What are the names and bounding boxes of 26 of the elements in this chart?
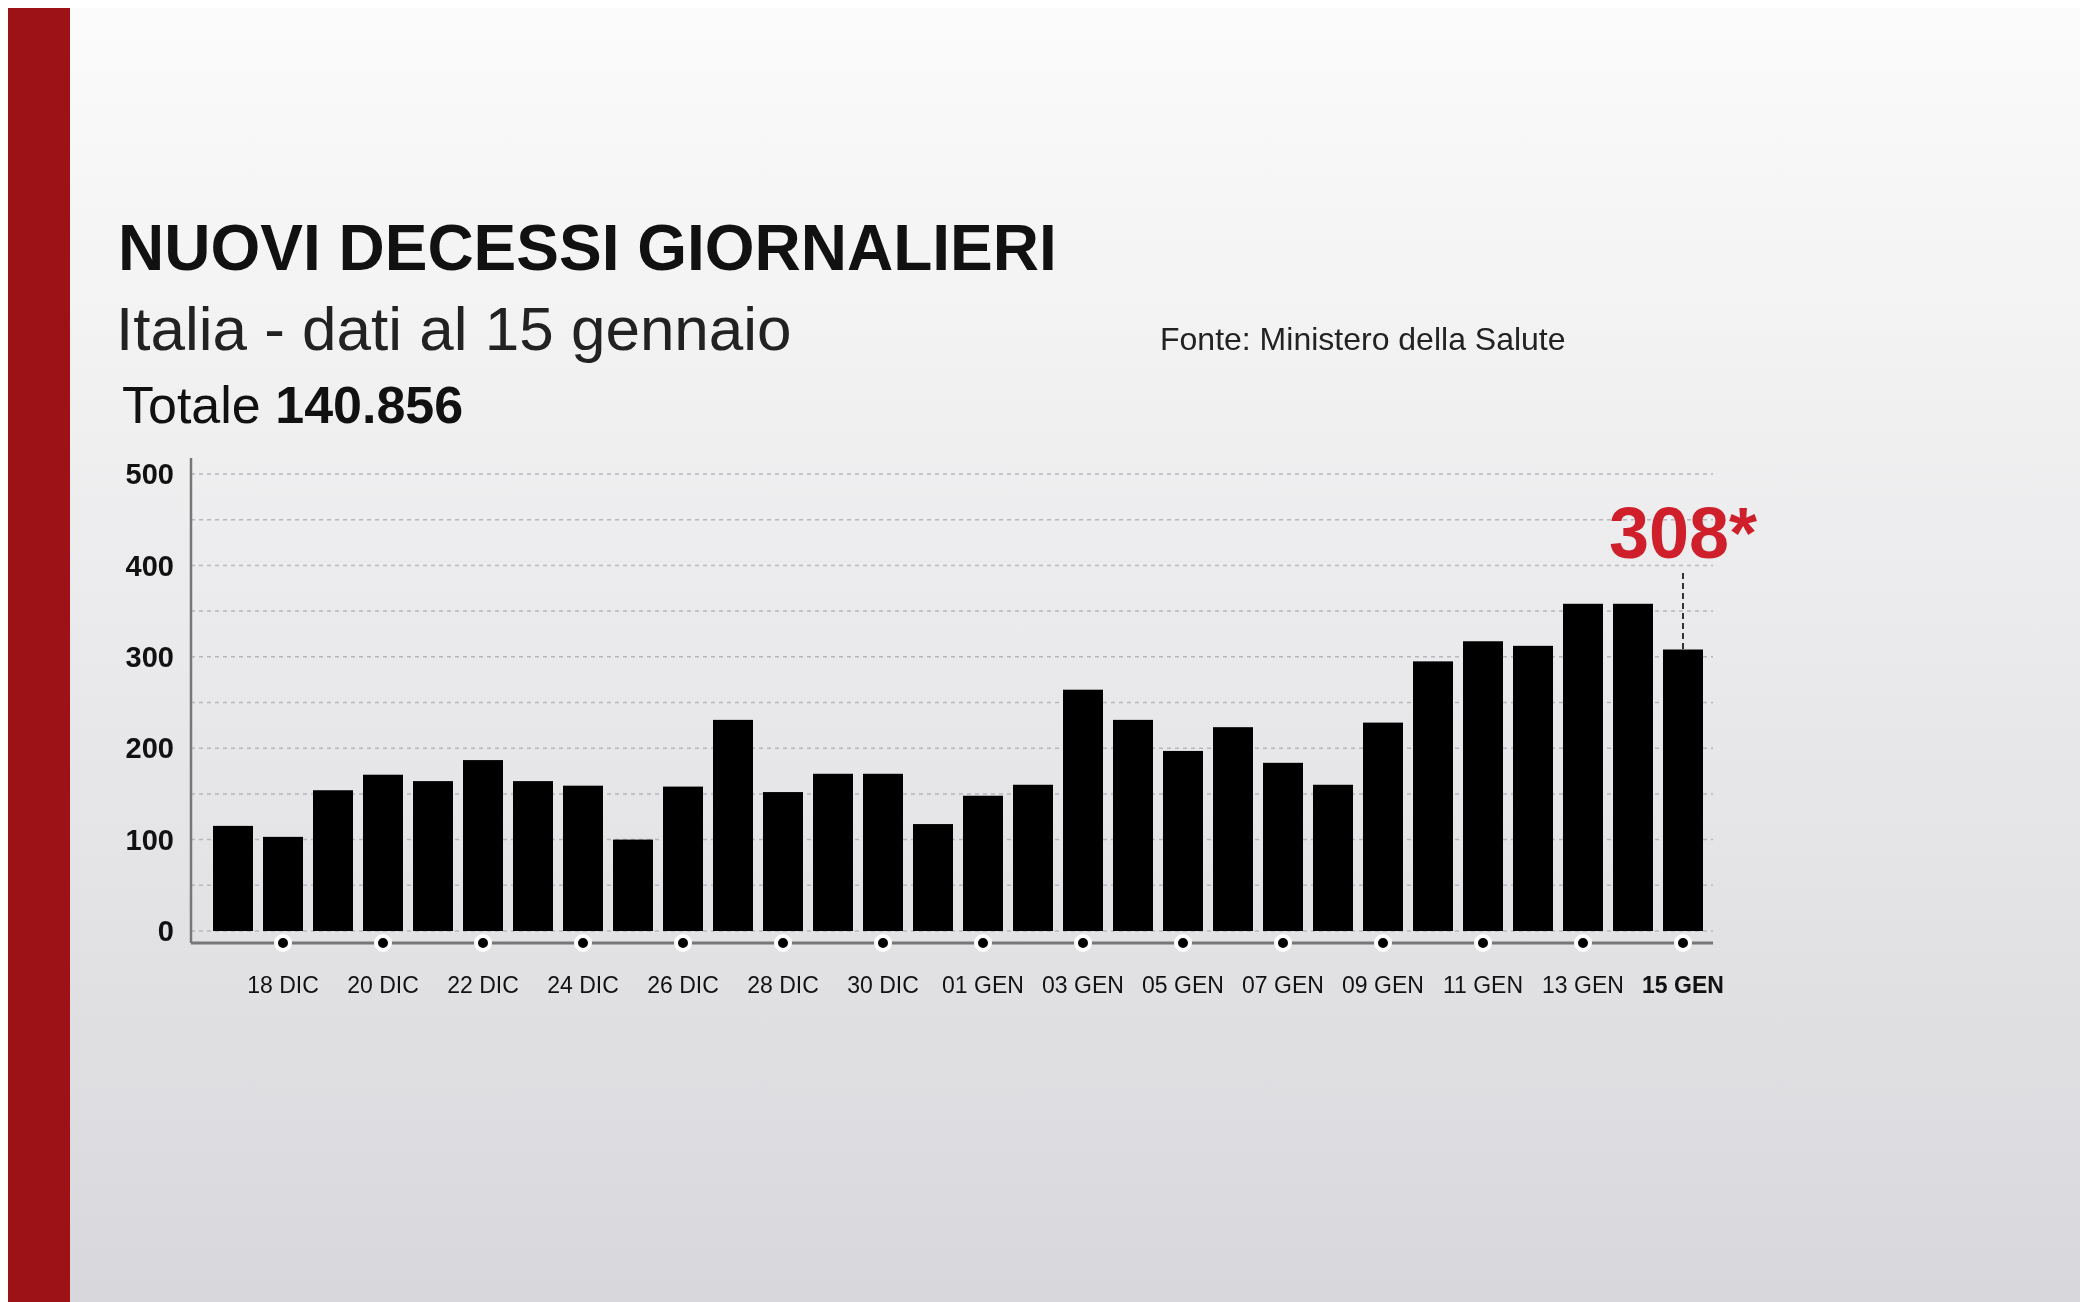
- y-tick-label: 500: [125, 458, 174, 491]
- x-tick-label: 03 GEN: [1042, 972, 1124, 998]
- chart-subtitle: Italia - dati al 15 gennaio: [116, 294, 792, 363]
- x-tick-label: 24 DIC: [547, 972, 619, 998]
- x-tick-label: 11 GEN: [1442, 972, 1524, 998]
- x-tick-label: 07 GEN: [1242, 972, 1324, 998]
- y-tick-label: 400: [125, 549, 174, 582]
- text: Totale 140.856: [122, 376, 464, 434]
- x-tick-label: 20 DIC: [347, 972, 419, 998]
- x-tick-label: 18 DIC: [247, 972, 319, 998]
- x-tick-label: 26 DIC: [647, 972, 719, 998]
- x-tick-label: 28 DIC: [747, 972, 819, 998]
- x-tick-label: 13 GEN: [1542, 972, 1624, 998]
- x-tick-label: 22 DIC: [447, 972, 519, 998]
- y-tick-label: 300: [125, 640, 174, 673]
- source-note: Fonte: Ministero della Salute: [1160, 321, 1566, 357]
- data-label: 308*: [1608, 493, 1758, 573]
- x-tick-label: 30 DIC: [847, 972, 919, 998]
- chart-title: NUOVI DECESSI GIORNALIERI: [118, 212, 1057, 284]
- y-tick-label: 200: [125, 732, 174, 765]
- x-tick-label: 05 GEN: [1142, 972, 1224, 998]
- x-tick-label: 15 GEN: [1642, 972, 1724, 998]
- y-tick-label: 0: [157, 915, 174, 948]
- x-tick-label: 01 GEN: [942, 972, 1024, 998]
- x-tick-label: 09 GEN: [1342, 972, 1424, 998]
- y-tick-label: 100: [125, 823, 174, 856]
